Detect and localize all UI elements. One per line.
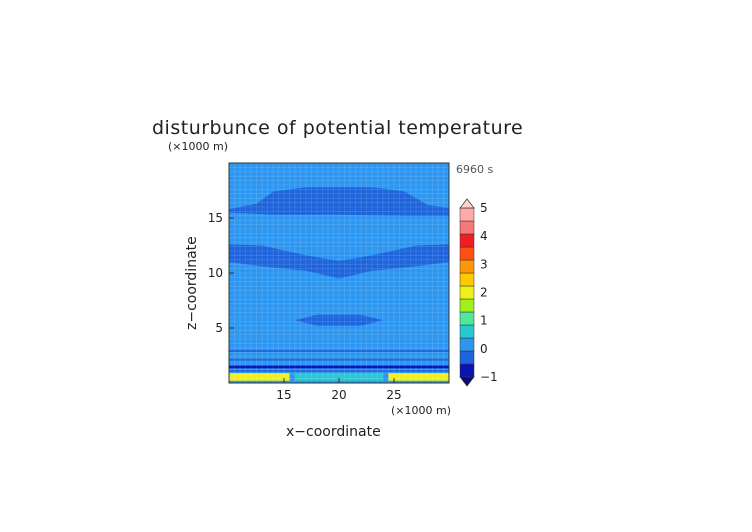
colorbar-label: 1 [480, 314, 488, 328]
surface-stripe [229, 365, 449, 369]
lower-dark-lens [295, 314, 383, 326]
x-axis-label: x−coordinate [286, 424, 381, 440]
colorbar-label: 0 [480, 342, 488, 356]
mid-dark-band [229, 244, 449, 279]
colorbar-label: 4 [480, 229, 488, 243]
colorbar-segment [459, 337, 475, 352]
colorbar-segment [459, 350, 475, 365]
y-tick-label: 15 [208, 211, 223, 225]
colorbar-label: 2 [480, 286, 488, 300]
x-unit-label: (×1000 m) [391, 404, 451, 417]
y-unit-label: (×1000 m) [168, 140, 228, 153]
colorbar-extend-top [459, 198, 475, 209]
chart-title: disturbunce of potential temperature [152, 117, 523, 139]
surface-warm-layer-right [388, 373, 449, 381]
colorbar-label: 5 [480, 201, 488, 215]
upper-dark-band [229, 187, 449, 216]
colorbar-segment [459, 259, 475, 274]
colorbar-extend-bottom [459, 376, 475, 387]
colorbar-label: 3 [480, 257, 488, 271]
x-axis: 15 20 25 [276, 378, 402, 402]
surface-stripe [229, 358, 449, 361]
y-tick-label: 5 [215, 321, 223, 335]
surface-mixed-layer [295, 373, 383, 381]
colorbar-segment [459, 233, 475, 248]
y-axis: 5 10 15 [208, 211, 234, 335]
colorbar-segment [459, 220, 475, 235]
colorbar-segment [459, 311, 475, 326]
x-tick-label: 25 [386, 388, 401, 402]
surface-warm-layer-left [229, 373, 290, 381]
colorbar-label: −1 [480, 370, 498, 384]
colorbar-segment [459, 207, 475, 222]
colorbar-segment [459, 272, 475, 287]
colorbar-segment [459, 324, 475, 339]
bands-layer [229, 187, 449, 381]
grid-layer [229, 163, 449, 383]
plot-area [228, 162, 450, 384]
surface-stripe [229, 350, 449, 352]
colorbar-segment [459, 285, 475, 300]
colorbar-segment [459, 363, 475, 378]
y-tick-label: 10 [208, 266, 223, 280]
x-tick-label: 20 [331, 388, 346, 402]
colorbar-segment [459, 246, 475, 261]
surface-stripe [229, 369, 449, 372]
x-tick-label: 15 [276, 388, 291, 402]
time-label: 6960 s [456, 163, 493, 176]
colorbar-segment [459, 298, 475, 313]
y-axis-label: z−coordinate [184, 236, 200, 330]
colorbar: −1 0 1 2 3 4 5 [459, 198, 498, 387]
